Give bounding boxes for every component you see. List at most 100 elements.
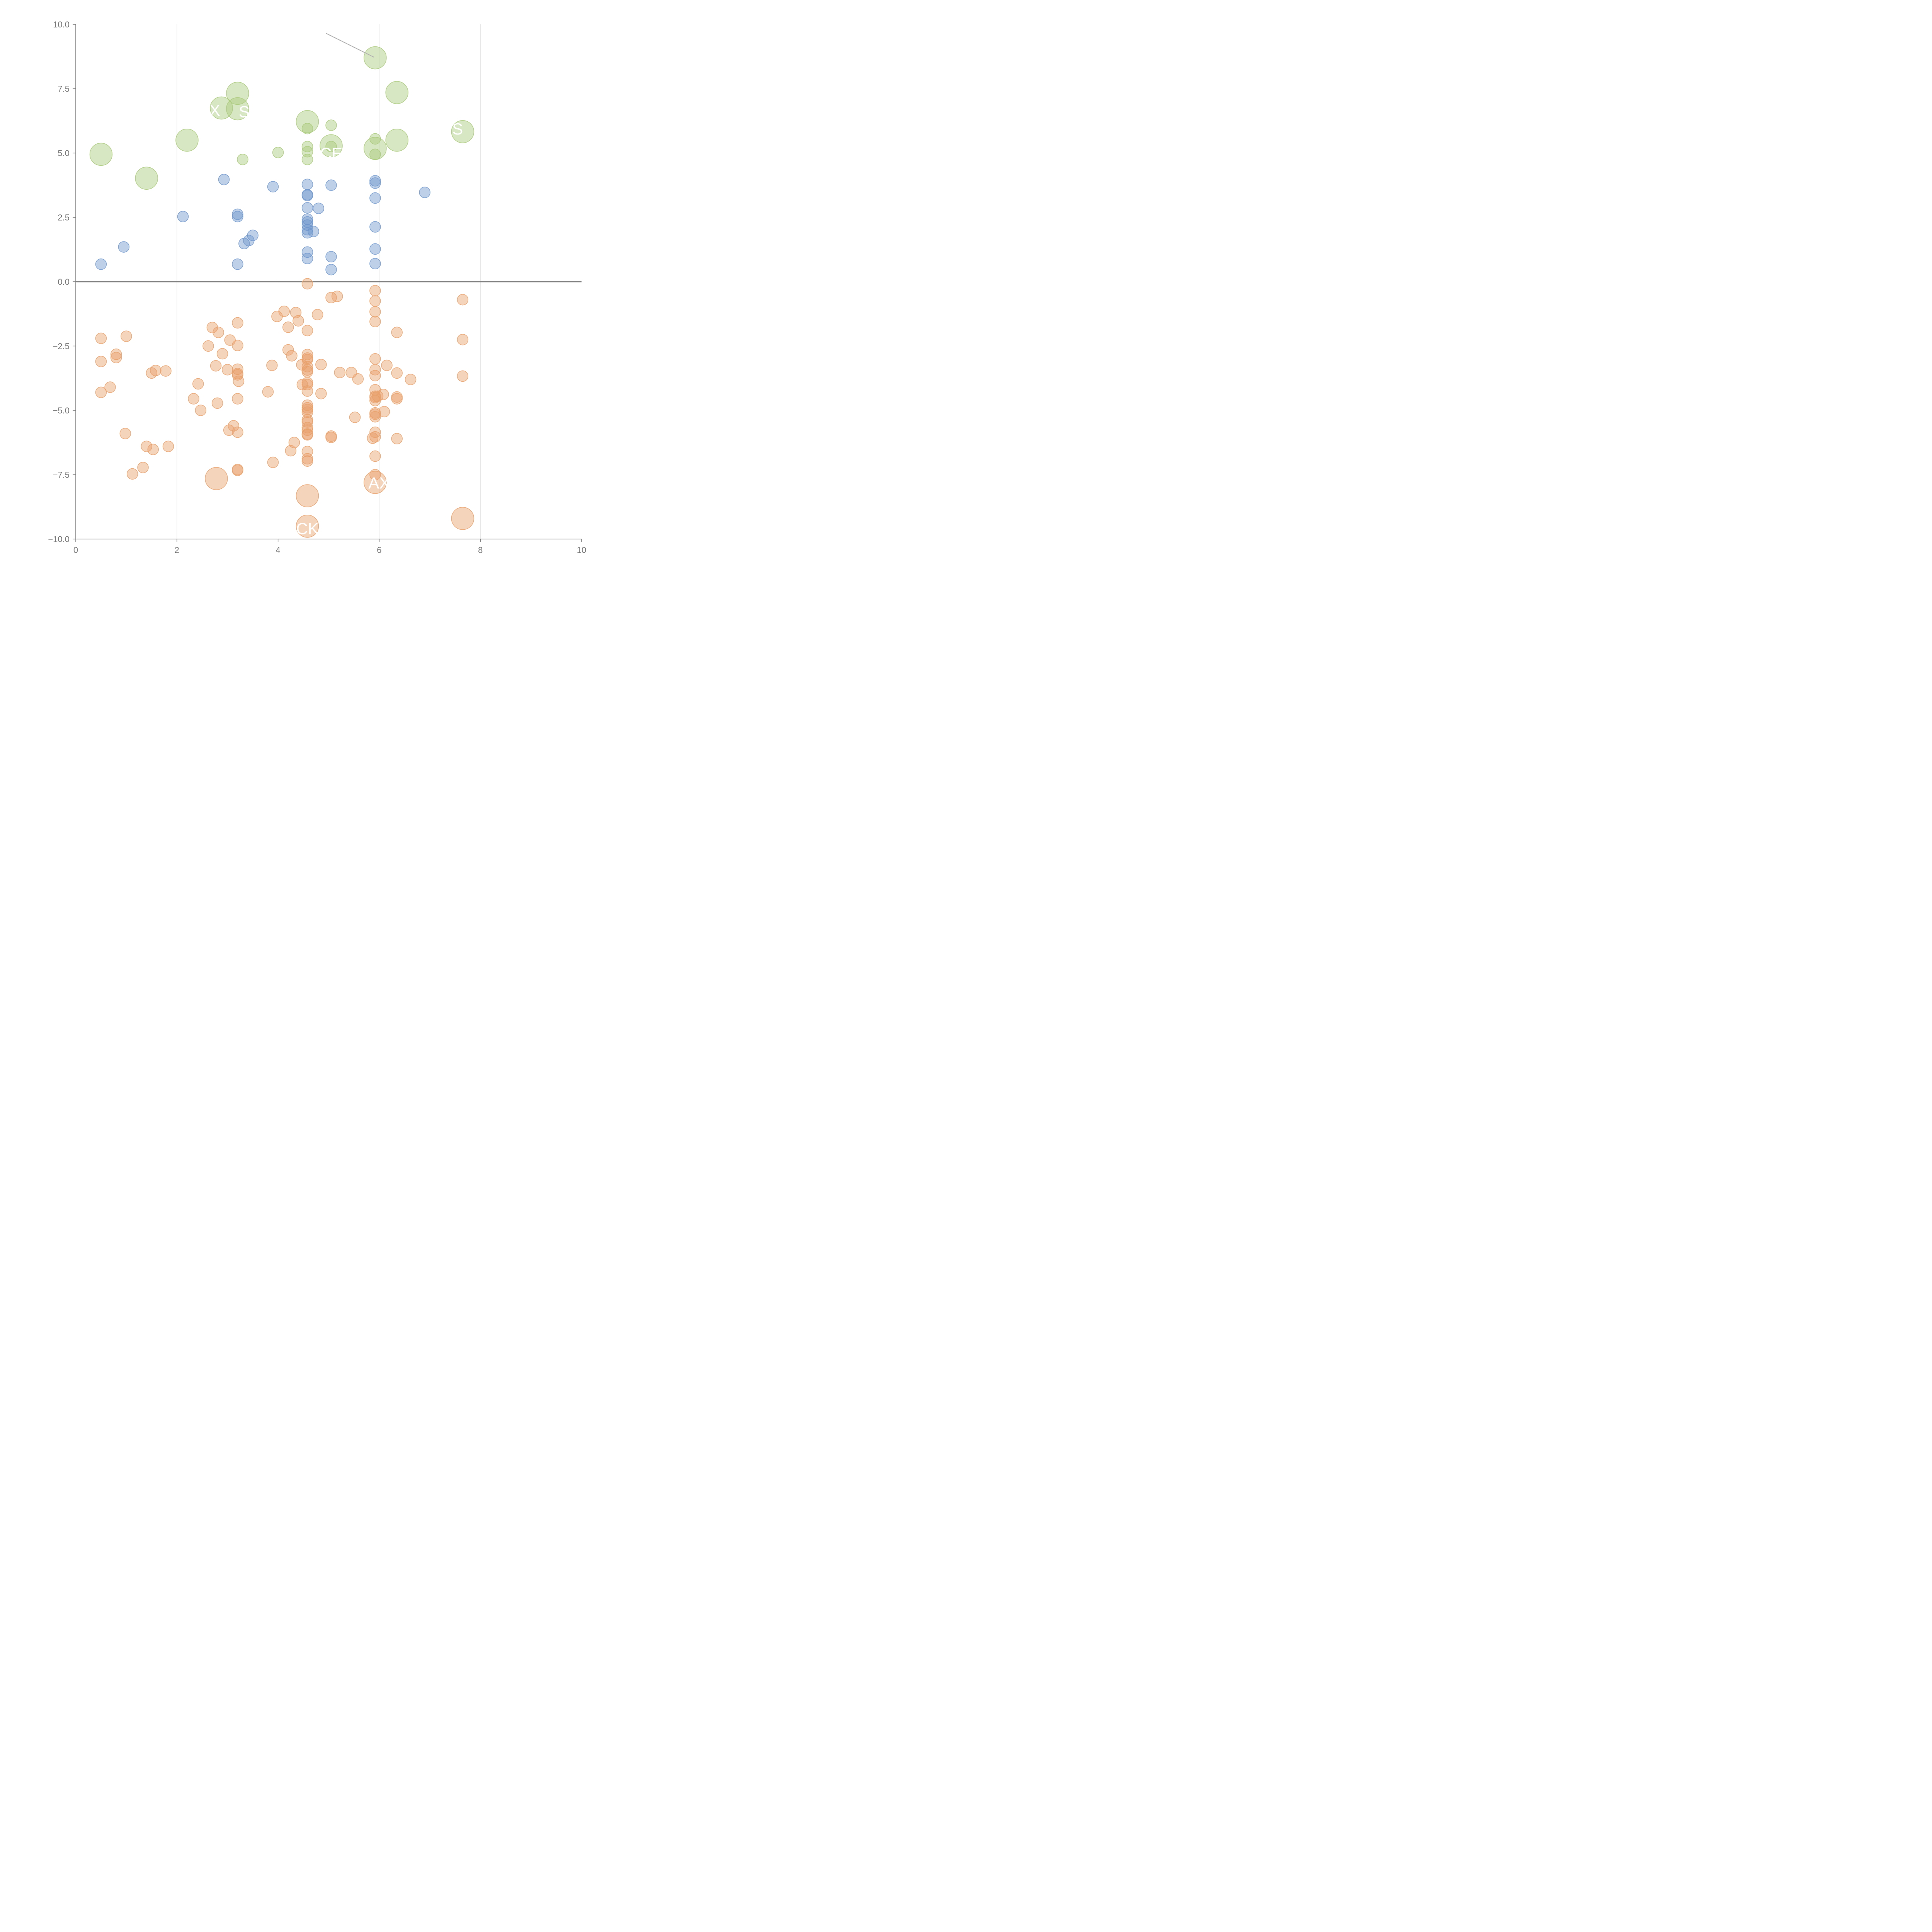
data-point	[391, 433, 403, 445]
data-point	[272, 146, 284, 158]
data-point	[369, 353, 381, 365]
data-point	[367, 432, 379, 444]
data-point	[232, 317, 243, 329]
data-point	[369, 411, 381, 423]
data-point	[177, 211, 189, 223]
data-point	[311, 309, 323, 320]
data-point	[301, 179, 313, 190]
x-tick-label: 8	[478, 545, 483, 555]
data-point	[369, 469, 381, 481]
data-point	[369, 316, 381, 327]
data-point	[267, 456, 279, 468]
data-point	[369, 243, 381, 255]
y-tick-label: 5.0	[58, 148, 70, 158]
data-point	[301, 424, 313, 436]
x-tick-label: 0	[73, 545, 78, 555]
data-point	[141, 440, 153, 452]
data-point	[315, 388, 327, 400]
data-point	[325, 432, 337, 443]
data-point	[301, 153, 313, 165]
x-tick-label: 2	[175, 545, 179, 555]
data-point	[202, 340, 214, 352]
data-point	[369, 364, 381, 376]
annotation-label: S	[239, 102, 250, 121]
data-point	[301, 453, 313, 464]
data-point	[238, 238, 250, 250]
data-point	[146, 367, 158, 379]
connector-line	[326, 33, 374, 58]
data-point	[126, 468, 138, 480]
data-point	[369, 306, 381, 318]
data-point	[262, 386, 274, 398]
data-point	[216, 348, 228, 360]
data-point	[237, 153, 248, 165]
data-point	[369, 426, 381, 438]
scatter-chart: 0 2 4 6 8 10 −10.0 −7.5 −5.0 −2.5 0.0 2.5 5.0 7.5 10.0…	[48, 20, 586, 555]
x-tick-label: 10	[577, 545, 586, 555]
data-point	[301, 122, 313, 134]
data-point	[369, 133, 381, 145]
annotation-label: CK	[296, 519, 318, 537]
data-point	[213, 327, 224, 338]
data-point	[457, 370, 469, 382]
data-point	[232, 258, 243, 270]
data-point	[301, 253, 313, 264]
data-point	[232, 211, 243, 223]
annotation-label: X	[209, 101, 220, 119]
data-point	[364, 471, 387, 494]
data-point	[160, 365, 172, 377]
data-point	[210, 360, 222, 372]
data-point	[232, 340, 243, 351]
data-point	[282, 344, 294, 356]
data-point	[301, 227, 313, 239]
data-point	[369, 175, 381, 187]
data-point	[457, 334, 469, 345]
y-tick-label: 0.0	[58, 277, 70, 287]
data-point	[419, 187, 430, 198]
data-point	[332, 291, 343, 302]
data-point	[391, 393, 403, 405]
data-point	[301, 404, 313, 415]
data-point	[282, 321, 294, 333]
data-point	[301, 202, 313, 214]
data-point	[226, 97, 249, 121]
x-tick-label: 4	[276, 545, 280, 555]
data-point	[195, 405, 207, 416]
data-point	[147, 444, 159, 455]
x-tick-label: 6	[377, 545, 381, 555]
data-point	[301, 455, 313, 467]
data-point	[232, 426, 243, 438]
data-point	[293, 315, 304, 327]
data-point	[110, 352, 122, 364]
annotations: X S S CE AX CK	[209, 33, 463, 537]
data-point	[218, 173, 230, 185]
data-point	[325, 119, 337, 131]
data-point	[89, 143, 113, 166]
data-point	[325, 141, 337, 153]
data-point	[301, 385, 313, 397]
data-point	[315, 359, 327, 371]
data-point	[334, 367, 346, 378]
data-point	[369, 295, 381, 307]
data-point	[188, 393, 199, 405]
axes: 0 2 4 6 8 10 −10.0 −7.5 −5.0 −2.5 0.0 2.5 5.0 7.5 10.0	[48, 20, 586, 555]
data-point	[119, 428, 131, 439]
data-point	[301, 366, 313, 378]
data-point	[232, 393, 243, 405]
data-point	[228, 420, 240, 432]
data-point	[95, 332, 107, 344]
data-point	[369, 395, 381, 406]
y-tick-label: 10.0	[53, 20, 70, 29]
data-point	[385, 81, 408, 104]
data-point	[451, 120, 474, 143]
data-point	[325, 251, 337, 263]
data-point	[325, 264, 337, 276]
data-point	[369, 192, 381, 204]
y-tick-label: −5.0	[53, 406, 70, 415]
data-point	[391, 327, 403, 338]
data-point	[364, 46, 387, 70]
data-point	[175, 128, 199, 152]
data-point	[206, 321, 218, 333]
data-point	[271, 311, 283, 322]
data-point	[232, 208, 243, 220]
